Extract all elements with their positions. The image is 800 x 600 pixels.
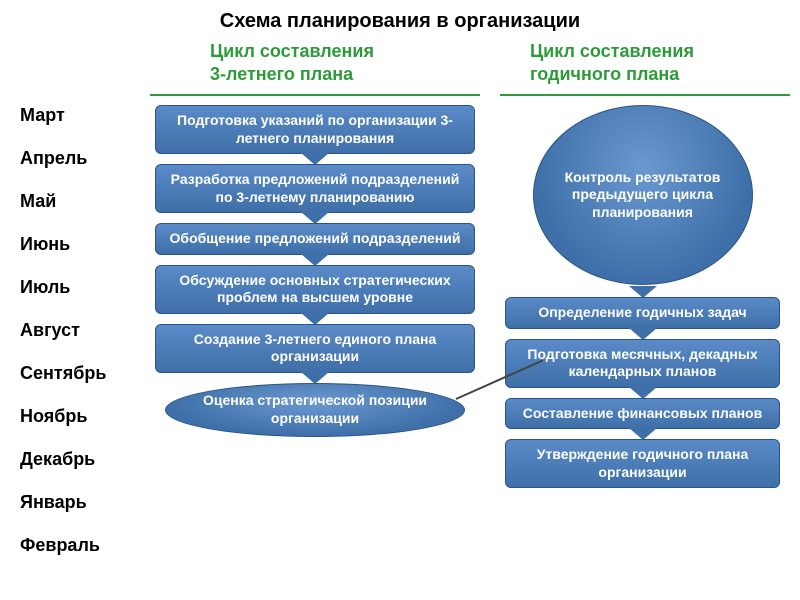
- flow-box: Обсуждение основных стратегических пробл…: [155, 265, 475, 314]
- column-3year: Подготовка указаний по организации 3-лет…: [155, 105, 475, 437]
- subtitle-right-l1: Цикл составления: [530, 41, 694, 61]
- month-label: Май: [20, 191, 140, 212]
- month-label: Апрель: [20, 148, 140, 169]
- arrow-down-icon: [301, 372, 329, 384]
- subtitle-right-l2: годичного плана: [530, 64, 679, 84]
- month-label: Сентябрь: [20, 363, 140, 384]
- subtitle-left-l1: Цикл составления: [210, 41, 374, 61]
- divider-right: [500, 94, 790, 96]
- flow-box: Подготовка месячных, декадных календарны…: [505, 339, 780, 388]
- flow-box: Составление финансовых планов: [505, 398, 780, 430]
- arrow-down-icon: [301, 254, 329, 266]
- flow-ellipse: Контроль результатов предыдущего цикла п…: [533, 105, 753, 285]
- arrow-down-icon: [301, 313, 329, 325]
- month-label: Июнь: [20, 234, 140, 255]
- flow-box: Определение годичных задач: [505, 297, 780, 329]
- month-label: Июль: [20, 277, 140, 298]
- flow-box: Подготовка указаний по организации 3-лет…: [155, 105, 475, 154]
- flow-box: Утверждение годичного плана организации: [505, 439, 780, 488]
- month-label: Август: [20, 320, 140, 341]
- month-label: Февраль: [20, 535, 140, 556]
- month-label: Март: [20, 105, 140, 126]
- flow-ellipse: Оценка стратегической позиции организаци…: [165, 383, 465, 437]
- month-label: Ноябрь: [20, 406, 140, 427]
- flow-box: Создание 3-летнего единого плана организ…: [155, 324, 475, 373]
- flow-box: Разработка предложений подразделений по …: [155, 164, 475, 213]
- arrow-down-icon: [629, 387, 657, 399]
- month-label: Январь: [20, 492, 140, 513]
- subtitle-right: Цикл составления годичного плана: [530, 40, 780, 87]
- month-labels: Март Апрель Май Июнь Июль Август Сентябр…: [20, 105, 140, 578]
- subtitle-left: Цикл составления 3-летнего плана: [210, 40, 470, 87]
- column-annual: Контроль результатов предыдущего цикла п…: [505, 105, 780, 488]
- month-label: Декабрь: [20, 449, 140, 470]
- flow-box: Обобщение предложений подразделений: [155, 223, 475, 255]
- arrow-down-icon: [629, 328, 657, 340]
- divider-left: [150, 94, 480, 96]
- subtitle-left-l2: 3-летнего плана: [210, 64, 353, 84]
- page-title: Схема планирования в организации: [0, 10, 800, 33]
